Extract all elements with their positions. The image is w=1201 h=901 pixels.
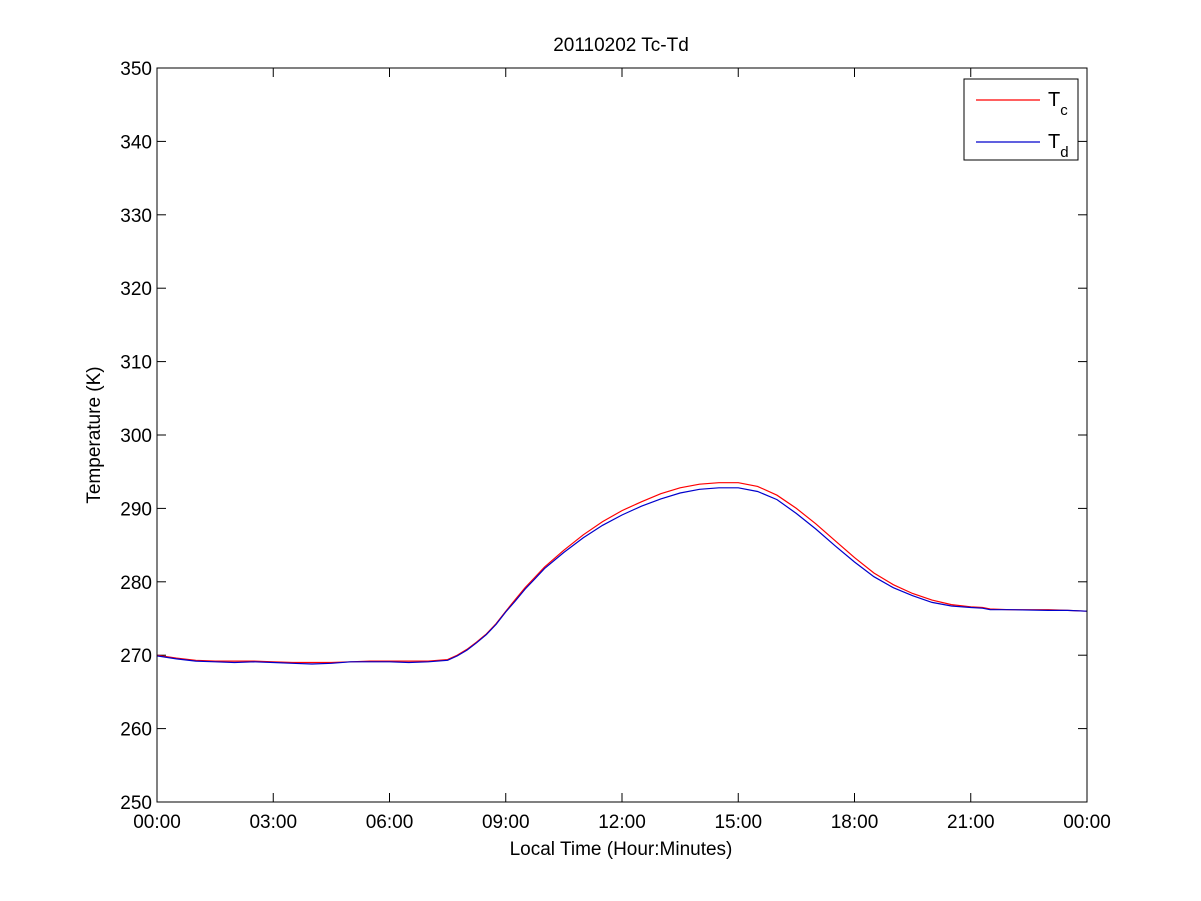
y-tick-label: 350 — [120, 59, 152, 80]
x-tick-label: 09:00 — [482, 812, 530, 833]
y-tick-label: 330 — [120, 206, 152, 227]
x-axis-title: Local Time (Hour:Minutes) — [510, 839, 733, 860]
y-tick-label: 260 — [120, 720, 152, 741]
y-tick-label: 320 — [120, 279, 152, 300]
y-tick-label: 340 — [120, 132, 152, 153]
series-line-td — [156, 487, 1088, 665]
x-tick-label: 18:00 — [831, 812, 879, 833]
plot-frame — [156, 67, 1088, 803]
axis-ticks: 00:00 03:00 06:00 09:00 12:00 15:00 18:00 21:00… — [120, 59, 1110, 833]
x-tick-label: 06:00 — [366, 812, 414, 833]
x-tick-label: 00:00 — [1063, 812, 1111, 833]
x-tick-label: 15:00 — [714, 812, 762, 833]
x-tick-label: 21:00 — [947, 812, 995, 833]
y-axis-title: Temperature (K) — [84, 366, 105, 503]
chart-title: 20110202 Tc-Td — [553, 35, 689, 56]
legend-box — [963, 78, 1079, 161]
series-lines — [156, 482, 1088, 665]
y-tick-label: 310 — [120, 353, 152, 374]
y-tick-label: 300 — [120, 426, 152, 447]
series-line-tc — [156, 482, 1088, 664]
y-tick-label: 250 — [120, 793, 152, 814]
y-tick-label: 270 — [120, 646, 152, 667]
x-tick-label: 03:00 — [249, 812, 297, 833]
x-tick-label: 12:00 — [598, 812, 646, 833]
x-tick-label: 00:00 — [133, 812, 181, 833]
y-tick-label: 290 — [120, 499, 152, 520]
y-tick-label: 280 — [120, 573, 152, 594]
